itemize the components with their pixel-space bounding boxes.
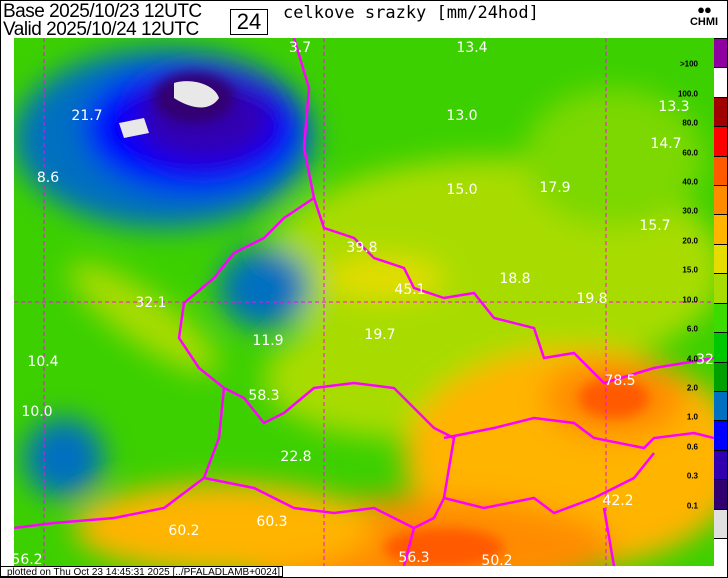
map-title: celkove srazky [mm/24hod]	[283, 3, 539, 23]
legend-swatch	[714, 273, 727, 303]
precipitation-map[interactable]: 3.7 13.4 21.7 13.0 13.3 14.7 8.6 15.0 17…	[11, 37, 728, 578]
legend-swatch	[714, 449, 727, 480]
value-label: 15.0	[446, 182, 478, 198]
value-label: 13.0	[446, 108, 478, 124]
legend-label: 30.0	[682, 206, 698, 216]
grid-lines	[14, 38, 714, 566]
legend-swatch	[714, 185, 727, 215]
forecast-hours-box: 24	[230, 9, 268, 35]
value-label: 10.4	[27, 354, 59, 370]
logo-dots-icon: ●●	[697, 2, 712, 17]
legend-label: 100.0	[677, 89, 698, 99]
legend-swatch	[714, 361, 727, 391]
value-label: 8.6	[36, 170, 60, 186]
legend-swatch	[714, 96, 727, 127]
legend-label: 80.0	[682, 118, 698, 128]
legend-label: 10.0	[682, 295, 698, 305]
base-label: Base	[3, 1, 45, 22]
value-label: 15.7	[639, 218, 671, 234]
legend-label: 2.0	[686, 383, 698, 393]
value-label: 13.3	[658, 99, 690, 115]
legend-swatch	[714, 67, 727, 97]
value-label: 3.7	[288, 40, 312, 56]
plot-footer: plotted on Thu Oct 23 14:45:31 2025 [../…	[0, 566, 283, 578]
legend-swatch	[714, 243, 727, 274]
valid-value: 2025/10/24 12UTC	[46, 19, 199, 40]
valid-time: Valid 2025/10/24 12UTC	[3, 20, 199, 39]
value-label: 11.9	[252, 333, 284, 349]
legend-label: 6.0	[686, 324, 698, 334]
legend-label: 60.0	[682, 148, 698, 158]
color-legend	[714, 38, 727, 566]
value-label: 42.2	[602, 493, 634, 509]
value-label: 10.0	[21, 404, 53, 420]
legend-label: >100	[679, 59, 698, 69]
valid-label: Valid	[3, 19, 42, 40]
value-label: 14.7	[650, 136, 682, 152]
legend-swatch	[714, 420, 727, 450]
legend-label: 4.0	[686, 354, 698, 364]
legend-label: 40.0	[682, 177, 698, 187]
legend-label: 0.1	[686, 501, 698, 511]
legend-swatch	[714, 390, 727, 421]
legend-swatch	[714, 479, 727, 509]
value-label: 45.1	[394, 282, 426, 298]
value-label: 78.5	[604, 373, 636, 389]
value-label: 19.7	[364, 327, 396, 343]
value-label: 60.2	[168, 523, 200, 539]
chmi-logo: ●● CHMI	[683, 3, 725, 28]
legend-label: 0.6	[686, 442, 698, 452]
country-borders[interactable]	[13, 37, 715, 567]
map-canvas	[13, 37, 728, 578]
legend-label: 20.0	[682, 236, 698, 246]
value-label: 50.2	[481, 553, 513, 569]
value-label: 21.7	[71, 108, 103, 124]
value-label: 60.3	[256, 514, 288, 530]
precip-field	[14, 48, 728, 578]
legend-swatch	[714, 38, 727, 68]
logo-text: CHMI	[689, 16, 719, 28]
legend-swatch	[714, 214, 727, 244]
legend-label: 1.0	[686, 412, 698, 422]
legend-label: 15.0	[682, 265, 698, 275]
legend-swatch	[714, 126, 727, 156]
value-label: 17.9	[539, 180, 571, 196]
legend-swatch	[714, 155, 727, 186]
value-label: 58.3	[248, 388, 280, 404]
value-label: 39.8	[346, 240, 378, 256]
max-precip-area	[174, 81, 219, 108]
legend-end	[714, 538, 727, 566]
value-label: 13.4	[456, 40, 488, 56]
legend-swatch	[714, 508, 727, 538]
legend-swatch	[714, 332, 727, 362]
value-label: 32	[696, 352, 714, 368]
legend-swatch	[714, 302, 727, 333]
value-label: 19.8	[576, 291, 608, 307]
base-value: 2025/10/23 12UTC	[49, 1, 202, 22]
value-label: 56.3	[398, 550, 430, 566]
value-label: 32.1	[135, 295, 167, 311]
value-label: 18.8	[499, 271, 531, 287]
value-label: 22.8	[280, 449, 312, 465]
base-time: Base 2025/10/23 12UTC	[3, 2, 202, 21]
legend-label: 0.3	[686, 471, 698, 481]
value-label: 56.2	[11, 552, 43, 568]
